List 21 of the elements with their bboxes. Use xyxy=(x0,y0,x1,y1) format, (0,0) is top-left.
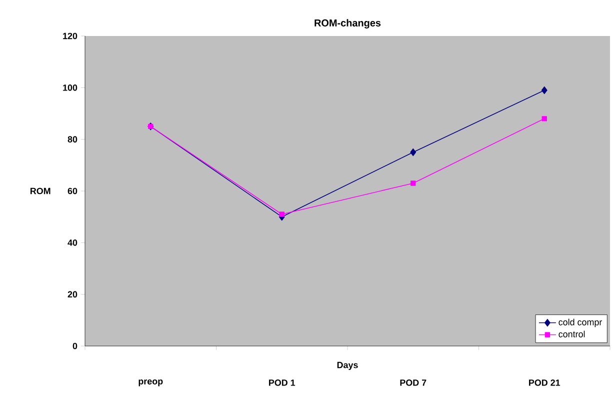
point xyxy=(542,116,547,122)
point xyxy=(279,212,284,217)
y-tick-label: 100 xyxy=(63,84,78,91)
y-tick-label: 60 xyxy=(68,188,78,194)
x-tick-label: POD 1 xyxy=(269,380,296,386)
point xyxy=(541,86,548,94)
x-tick-label: POD 21 xyxy=(529,380,560,386)
y-tick-label: 0 xyxy=(72,342,78,350)
x-tick-label: preop xyxy=(138,380,163,386)
chart-title: ROM-changes xyxy=(314,19,381,28)
y-tick-label: 20 xyxy=(68,291,78,298)
y-tick-label: 80 xyxy=(68,136,78,143)
point xyxy=(410,180,416,186)
y-tick-label: 120 xyxy=(63,32,78,40)
y-tick-label: 40 xyxy=(68,239,78,246)
x-tick-label: POD 7 xyxy=(400,380,426,386)
legend-label: cold compr xyxy=(558,318,602,328)
x-axis-title: Days xyxy=(337,362,358,370)
y-axis-title: ROM xyxy=(30,188,50,194)
legend-label: control xyxy=(558,330,585,338)
point xyxy=(410,148,416,156)
